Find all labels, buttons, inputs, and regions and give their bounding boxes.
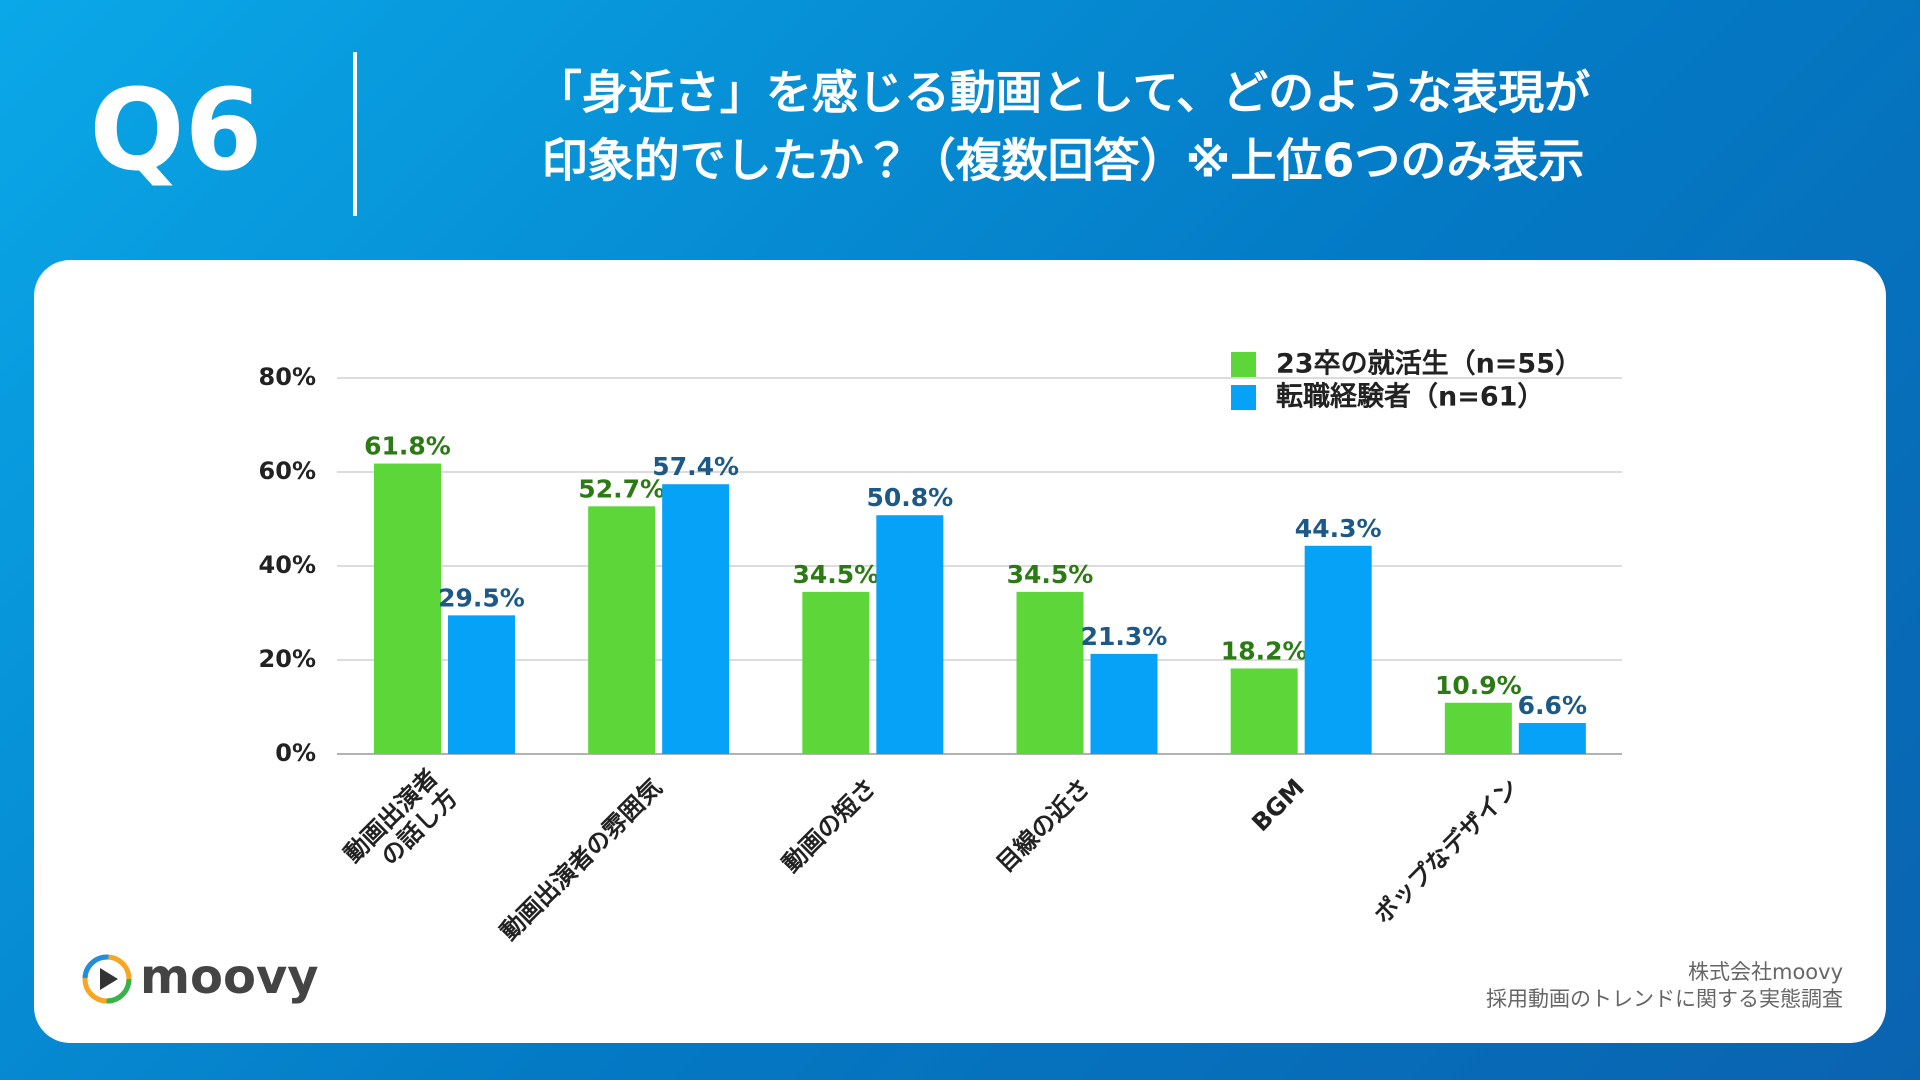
x-tick-label: BGM — [1246, 773, 1310, 837]
value-label: 52.7% — [578, 474, 665, 503]
value-label: 34.5% — [1007, 560, 1094, 589]
value-label: 50.8% — [866, 483, 953, 512]
y-tick-label: 40% — [259, 551, 316, 579]
x-tick-label: 動画の短さ — [777, 773, 882, 878]
value-label: 29.5% — [438, 583, 525, 612]
logo: moovy — [82, 949, 319, 1005]
value-label: 44.3% — [1295, 514, 1382, 543]
title-line: 印象的でしたか？（複数回答）※上位6つのみ表示 — [542, 134, 1585, 188]
bar — [876, 515, 944, 754]
logo-ring — [82, 954, 132, 1004]
title-line: 「身近さ」を感じる動画として、どのような表現が — [536, 66, 1590, 120]
credit: 採用動画のトレンドに関する実態調査 — [1486, 987, 1843, 1011]
legend-label: 転職経験者（n=61） — [1276, 382, 1544, 413]
bar — [374, 463, 441, 754]
bar — [1518, 722, 1586, 754]
legend-label: 23卒の就活生（n=55） — [1276, 349, 1582, 380]
value-label: 34.5% — [792, 560, 879, 589]
question-label: Q6 — [89, 66, 262, 196]
bar — [1230, 668, 1298, 754]
bar — [1444, 702, 1512, 754]
logo-play — [100, 968, 118, 990]
card — [34, 260, 1886, 1043]
y-tick-label: 0% — [275, 739, 316, 767]
credit: 株式会社moovy — [1688, 960, 1843, 984]
logo-text: moovy — [140, 949, 319, 1005]
bar — [1304, 545, 1372, 754]
bar — [588, 506, 656, 754]
value-label: 21.3% — [1081, 622, 1168, 651]
bar — [1016, 591, 1084, 754]
bar — [802, 591, 870, 754]
x-tick-label: ポップなデザイン — [1369, 773, 1525, 929]
value-label: 18.2% — [1221, 636, 1308, 665]
y-tick-label: 20% — [259, 645, 316, 673]
value-label: 10.9% — [1435, 671, 1522, 700]
bar — [662, 484, 730, 754]
value-label: 61.8% — [364, 432, 451, 461]
value-label: 57.4% — [652, 452, 739, 481]
legend-swatch — [1231, 385, 1256, 410]
logo-ring — [82, 954, 132, 1004]
bar — [1090, 653, 1158, 754]
bar — [448, 615, 515, 754]
legend-swatch — [1231, 352, 1256, 377]
y-tick-label: 60% — [259, 457, 316, 485]
value-label: 6.6% — [1518, 691, 1587, 720]
y-tick-label: 80% — [259, 363, 316, 391]
x-tick-label: 動画出演者の話し方 — [339, 763, 463, 887]
x-tick-label: 動画出演者の雰囲気 — [495, 773, 668, 946]
x-tick-label: 目線の近さ — [991, 773, 1096, 878]
